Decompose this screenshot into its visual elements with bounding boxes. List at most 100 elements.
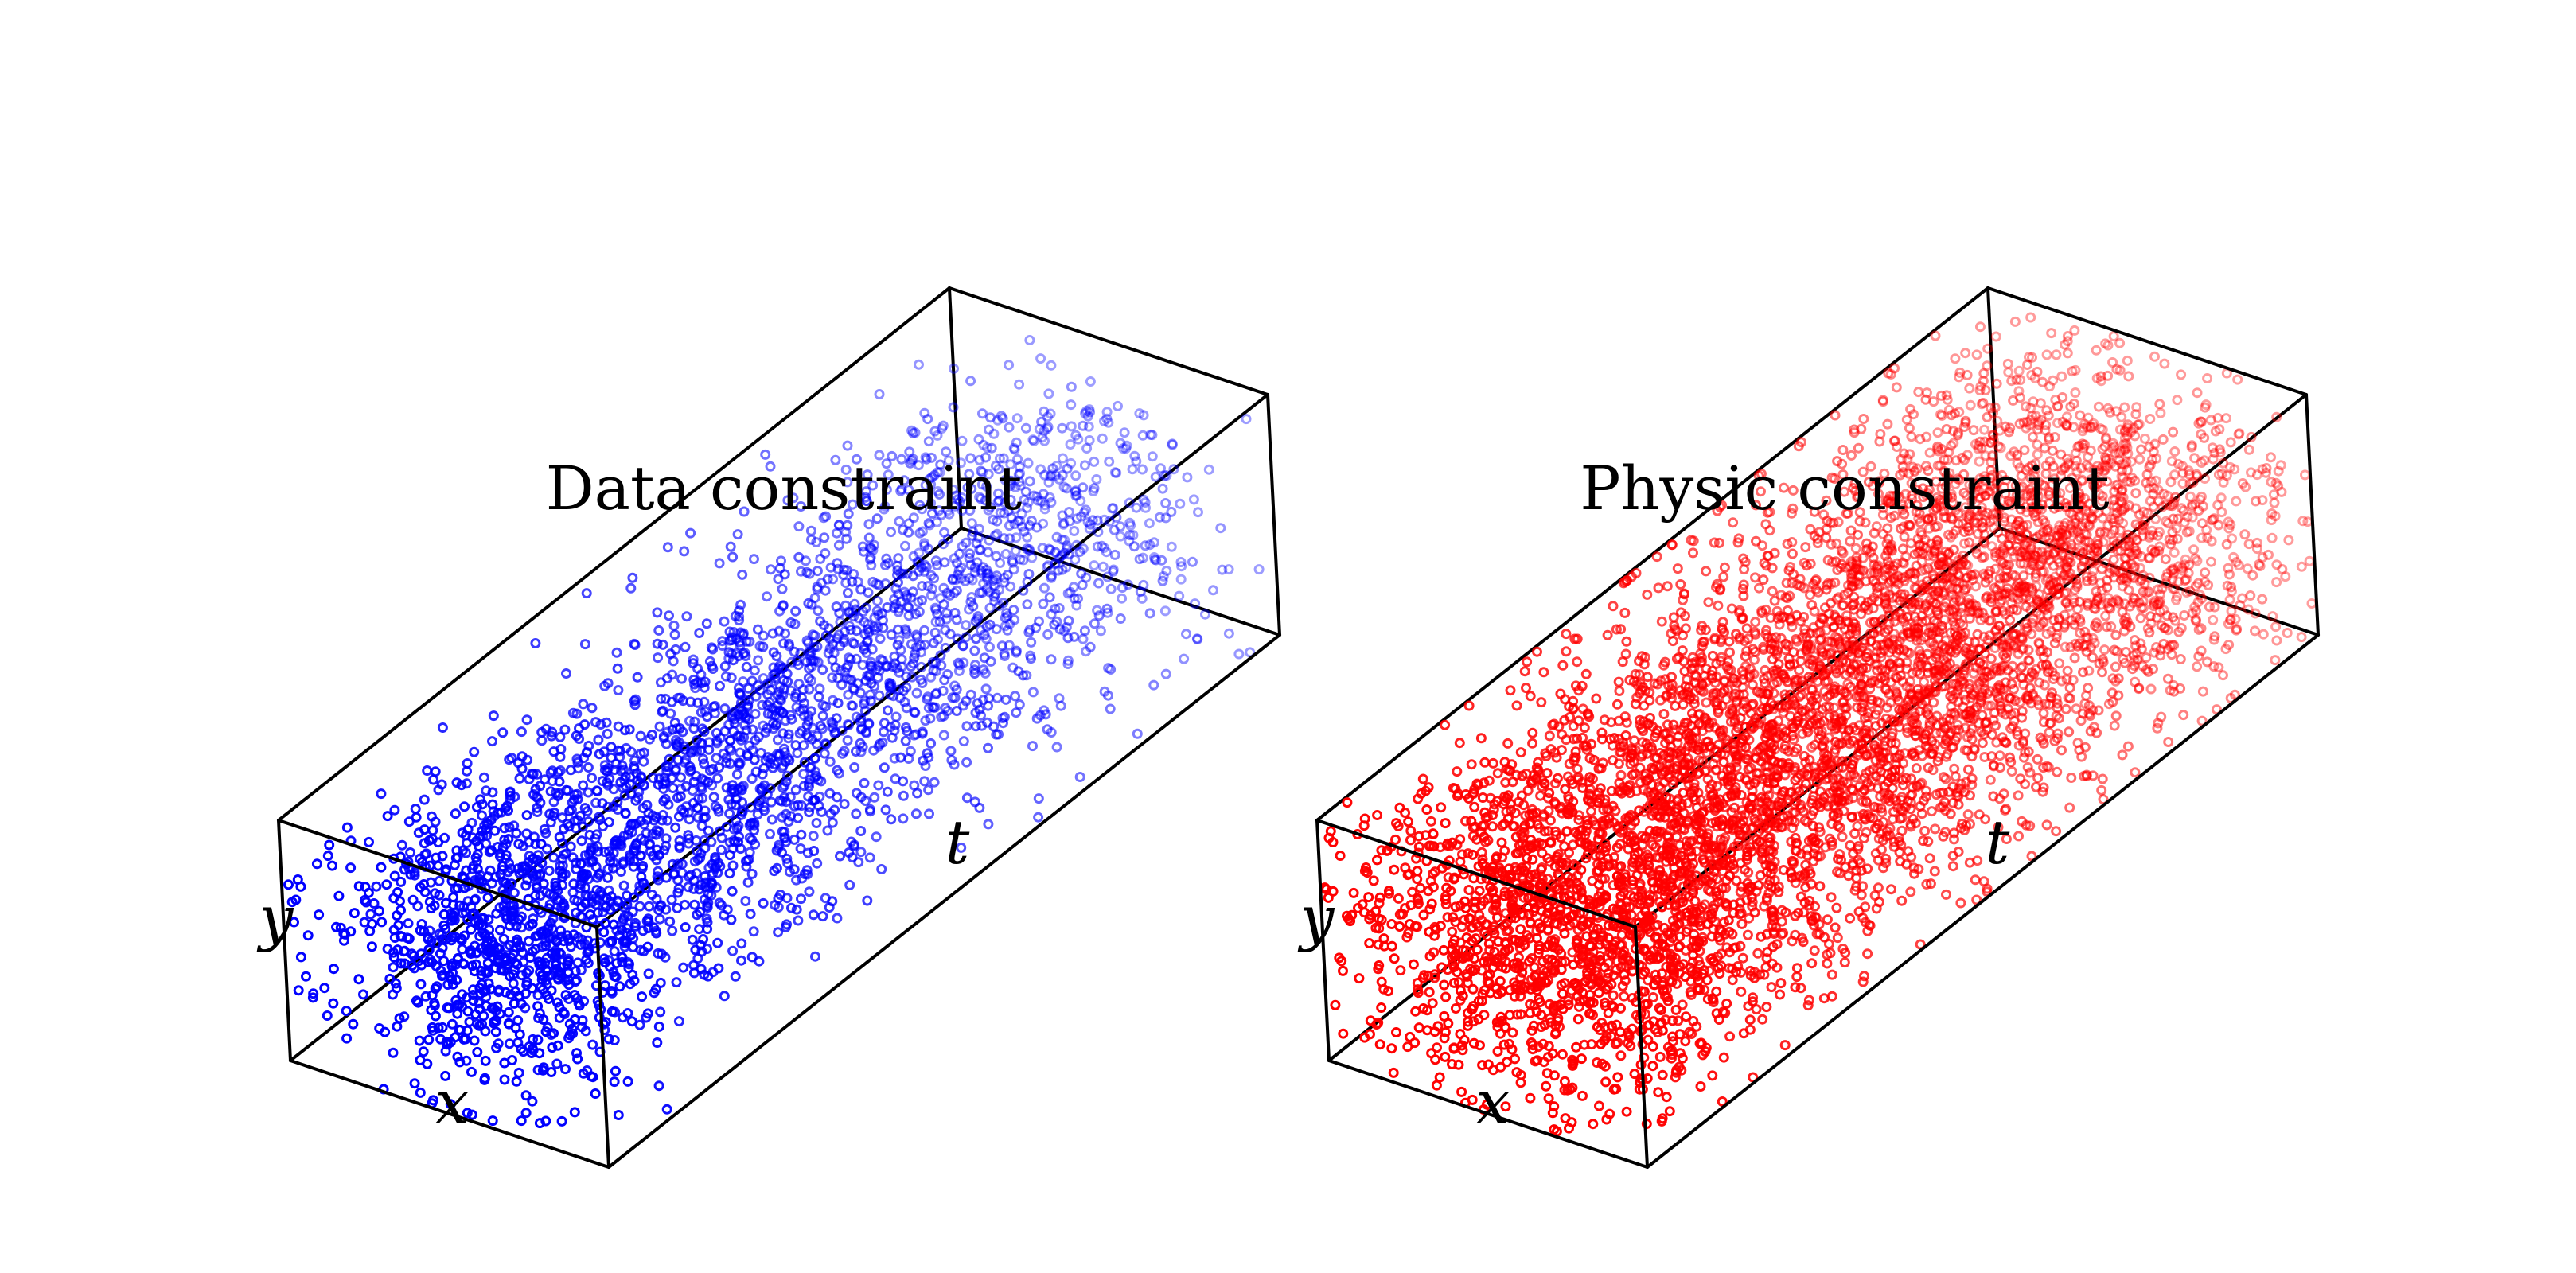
data-point <box>1043 543 1054 555</box>
data-point <box>540 723 551 734</box>
data-point <box>890 719 901 730</box>
data-point <box>999 508 1010 519</box>
data-point <box>750 708 761 719</box>
data-point <box>1008 605 1019 616</box>
data-point <box>512 1015 524 1026</box>
data-point <box>327 860 337 871</box>
data-point <box>795 648 806 659</box>
data-point <box>1085 519 1096 530</box>
data-point <box>535 890 546 901</box>
data-point <box>827 654 838 665</box>
data-point <box>1111 467 1122 478</box>
data-point <box>629 917 641 928</box>
data-point <box>851 746 861 757</box>
data-point <box>561 668 571 679</box>
data-point <box>1158 570 1169 582</box>
data-point <box>2169 446 2180 457</box>
data-point <box>902 601 914 613</box>
data-point <box>581 898 591 909</box>
data-point <box>434 890 445 901</box>
data-point <box>659 845 670 856</box>
data-point <box>1156 555 1167 566</box>
data-point <box>599 847 610 857</box>
data-point <box>786 714 797 725</box>
data-point <box>624 724 635 735</box>
data-point <box>587 703 598 714</box>
data-point <box>1121 440 1132 451</box>
data-point <box>853 857 864 868</box>
data-point <box>1084 524 1095 535</box>
data-point <box>1129 450 1140 461</box>
data-point <box>1612 699 1623 710</box>
data-point <box>737 797 747 808</box>
data-point <box>664 916 676 927</box>
data-point <box>921 454 932 465</box>
data-point <box>535 781 546 792</box>
data-point <box>1363 892 1374 903</box>
data-point <box>844 847 855 858</box>
data-point <box>875 633 886 644</box>
data-point <box>662 815 673 826</box>
data-point <box>453 952 463 964</box>
data-point <box>477 1018 487 1030</box>
data-point <box>637 803 649 814</box>
data-point <box>579 639 590 650</box>
data-point <box>1115 521 1126 532</box>
data-point <box>834 608 845 619</box>
data-point <box>699 696 710 707</box>
data-point <box>652 638 663 649</box>
data-point <box>1128 541 1140 552</box>
data-point <box>1039 426 1050 437</box>
data-point <box>871 831 882 843</box>
data-point <box>880 559 890 570</box>
data-point <box>688 883 700 894</box>
data-point <box>983 469 994 480</box>
data-point <box>894 516 905 527</box>
data-point <box>886 629 897 640</box>
data-point <box>701 618 712 629</box>
data-point <box>1011 413 1023 424</box>
data-point <box>416 960 427 971</box>
data-point <box>328 998 339 1009</box>
data-point <box>808 831 819 842</box>
data-point <box>452 1051 463 1062</box>
data-point <box>851 625 862 636</box>
data-point <box>886 814 897 825</box>
data-point <box>479 1074 490 1085</box>
data-point <box>890 583 902 594</box>
data-point <box>868 745 879 756</box>
data-point <box>577 934 588 945</box>
data-point <box>1431 1080 1442 1091</box>
data-point <box>557 812 568 823</box>
data-point <box>671 977 682 988</box>
data-point <box>1008 564 1019 575</box>
data-point <box>883 705 894 716</box>
data-point <box>470 1009 481 1020</box>
data-point <box>961 792 972 804</box>
data-point <box>999 651 1010 661</box>
data-point <box>1011 532 1022 543</box>
data-point <box>2202 373 2213 383</box>
data-point <box>618 1012 628 1023</box>
data-point <box>322 1010 333 1021</box>
data-point <box>610 758 622 769</box>
data-point <box>2250 625 2260 636</box>
data-point <box>532 990 544 1001</box>
data-point <box>487 1115 498 1127</box>
data-point <box>916 661 927 672</box>
data-point <box>837 748 848 759</box>
data-point <box>1140 502 1151 513</box>
data-point <box>556 1115 567 1127</box>
data-point <box>919 625 930 636</box>
data-point <box>582 1065 593 1076</box>
data-point <box>508 978 519 989</box>
data-point <box>1192 634 1203 644</box>
data-point <box>1102 571 1113 582</box>
data-point <box>1742 929 1753 940</box>
data-point <box>1653 1087 1664 1098</box>
data-point <box>813 605 824 617</box>
data-point <box>574 723 584 734</box>
data-point <box>1078 543 1089 555</box>
data-point <box>817 700 828 711</box>
data-point <box>1440 1026 1451 1037</box>
